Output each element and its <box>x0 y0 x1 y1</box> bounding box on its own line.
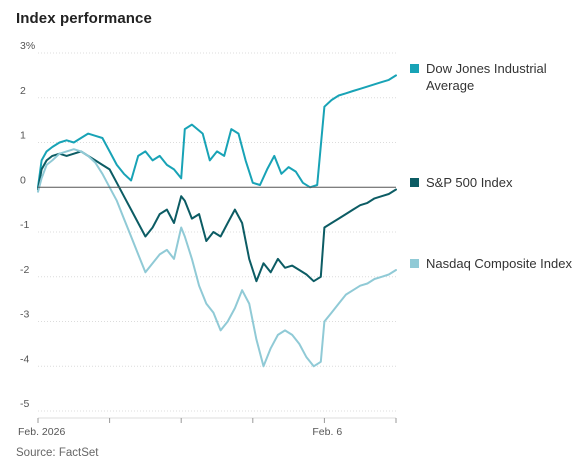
series-line <box>37 150 397 283</box>
y-tick-label: 1 <box>20 130 26 142</box>
legend-swatch <box>410 178 419 188</box>
x-tick-label: Feb. 6 <box>312 426 342 438</box>
y-tick-label: -5 <box>20 398 29 410</box>
x-tick-label: Feb. 2026 <box>18 426 65 438</box>
y-tick-label: 0 <box>20 174 26 186</box>
legend-label: Nasdaq Composite Index <box>426 256 572 272</box>
y-tick-label: -4 <box>20 353 29 365</box>
legend-item: Nasdaq Composite Index <box>410 255 585 272</box>
legend-swatch <box>410 259 419 269</box>
y-tick-label: 2 <box>20 85 26 97</box>
y-tick-label: 3% <box>20 40 35 52</box>
y-tick-label: -1 <box>20 219 29 231</box>
legend-label: Dow Jones Industrial Average <box>426 61 547 94</box>
series-line <box>37 74 397 189</box>
series-line <box>37 148 397 368</box>
legend-item: S&P 500 Index <box>410 174 585 191</box>
chart-title: Index performance <box>16 10 152 27</box>
y-tick-label: -2 <box>20 264 29 276</box>
y-tick-label: -3 <box>20 309 29 321</box>
legend-swatch <box>410 64 419 74</box>
legend-item: Dow Jones Industrial Average <box>410 60 585 94</box>
source-note: Source: FactSet <box>16 447 99 459</box>
legend-label: S&P 500 Index <box>426 175 513 191</box>
